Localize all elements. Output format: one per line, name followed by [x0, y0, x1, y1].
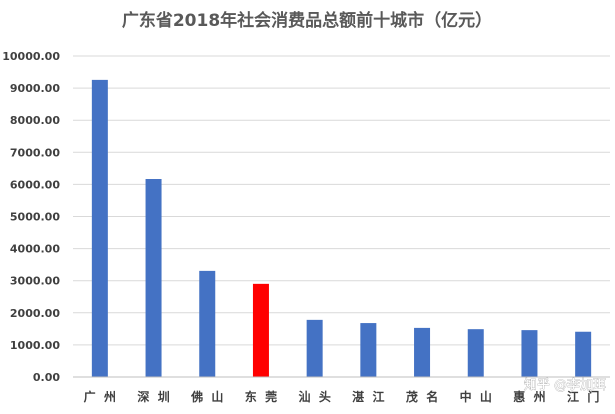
bar — [521, 330, 538, 377]
watermark-text: 知乎 @李加珥 — [524, 377, 606, 393]
y-tick-label: 8000.00 — [10, 114, 60, 127]
x-tick-label: 茂 名 — [406, 389, 438, 404]
y-tick-label: 5000.00 — [10, 211, 60, 224]
chart-title: 广东省2018年社会消费品总额前十城市（亿元） — [122, 10, 492, 31]
x-tick-label: 广 州 — [84, 389, 116, 404]
bar — [145, 179, 162, 377]
x-tick-label: 中 山 — [460, 389, 492, 404]
bar — [91, 79, 108, 378]
x-tick-label: 江 门 — [567, 389, 599, 404]
x-tick-label: 汕 头 — [298, 389, 330, 404]
y-tick-label: 3000.00 — [10, 275, 60, 288]
y-tick-label: 0.00 — [33, 371, 60, 384]
x-axis-ticks: 广 州深 圳佛 山东 莞汕 头湛 江茂 名中 山惠 州江 门 — [84, 389, 600, 404]
x-tick-label: 佛 山 — [190, 389, 223, 404]
bars — [91, 79, 592, 378]
x-tick-label: 湛 江 — [352, 389, 384, 404]
y-tick-label: 10000.00 — [2, 50, 60, 63]
x-tick-label: 惠 州 — [513, 389, 545, 404]
y-tick-label: 9000.00 — [10, 82, 60, 95]
x-tick-label: 深 圳 — [137, 389, 169, 404]
gridlines — [73, 55, 610, 346]
y-tick-label: 1000.00 — [10, 339, 60, 352]
x-tick-label: 东 莞 — [245, 389, 277, 404]
y-tick-label: 7000.00 — [10, 146, 60, 159]
bar — [306, 319, 323, 377]
bar — [575, 331, 592, 377]
y-tick-label: 2000.00 — [10, 307, 60, 320]
bar — [199, 270, 216, 377]
bar — [252, 283, 269, 377]
bar — [414, 327, 431, 377]
bar — [360, 323, 377, 377]
y-tick-label: 4000.00 — [10, 243, 60, 256]
y-tick-label: 6000.00 — [10, 178, 60, 191]
bar — [467, 329, 484, 377]
y-axis-ticks: 0.00 1000.00 2000.00 3000.00 4000.00 5000.00 6… — [2, 50, 60, 384]
